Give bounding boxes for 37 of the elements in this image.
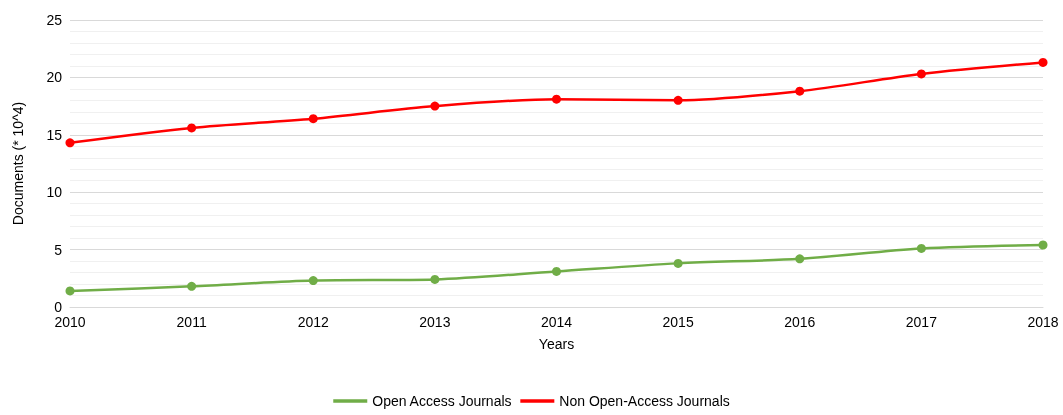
point bbox=[916, 69, 926, 79]
point bbox=[430, 274, 440, 284]
x-tick-label: 2012 bbox=[297, 314, 330, 330]
x-tick-label: 2013 bbox=[419, 314, 451, 330]
y-tick-label: 5 bbox=[54, 241, 63, 258]
x-axis-title: Years bbox=[538, 336, 575, 352]
point bbox=[187, 281, 197, 291]
x-tick-label: 2017 bbox=[905, 314, 938, 330]
point bbox=[65, 286, 75, 296]
y-tick-label: 10 bbox=[46, 184, 63, 201]
y-tick-label: 0 bbox=[54, 299, 63, 315]
legend-label: Open Access Journals bbox=[372, 393, 512, 409]
x-tick-label: 2014 bbox=[540, 314, 573, 330]
point bbox=[552, 266, 561, 276]
point bbox=[795, 86, 805, 96]
point bbox=[430, 101, 440, 111]
point bbox=[916, 243, 926, 253]
point bbox=[552, 94, 561, 104]
point bbox=[673, 95, 683, 105]
y-axis-title: Documents (* 10^4) bbox=[10, 101, 26, 226]
y-tick-label: 20 bbox=[46, 69, 63, 86]
x-tick-label: 2010 bbox=[54, 314, 86, 330]
point bbox=[308, 276, 318, 286]
point bbox=[673, 258, 683, 268]
point bbox=[308, 114, 318, 124]
point bbox=[795, 254, 805, 264]
point bbox=[1038, 57, 1048, 67]
x-tick-label: 2011 bbox=[176, 314, 207, 330]
point bbox=[65, 138, 75, 148]
x-tick-label: 2015 bbox=[662, 314, 694, 330]
point bbox=[1038, 240, 1048, 250]
point bbox=[187, 123, 197, 133]
y-tick-label: 25 bbox=[46, 12, 63, 28]
x-tick-label: 2018 bbox=[1027, 314, 1059, 330]
legend-label: Non Open-Access Journals bbox=[559, 393, 730, 409]
y-tick-label: 15 bbox=[46, 126, 63, 143]
x-tick-label: 2016 bbox=[784, 314, 816, 330]
